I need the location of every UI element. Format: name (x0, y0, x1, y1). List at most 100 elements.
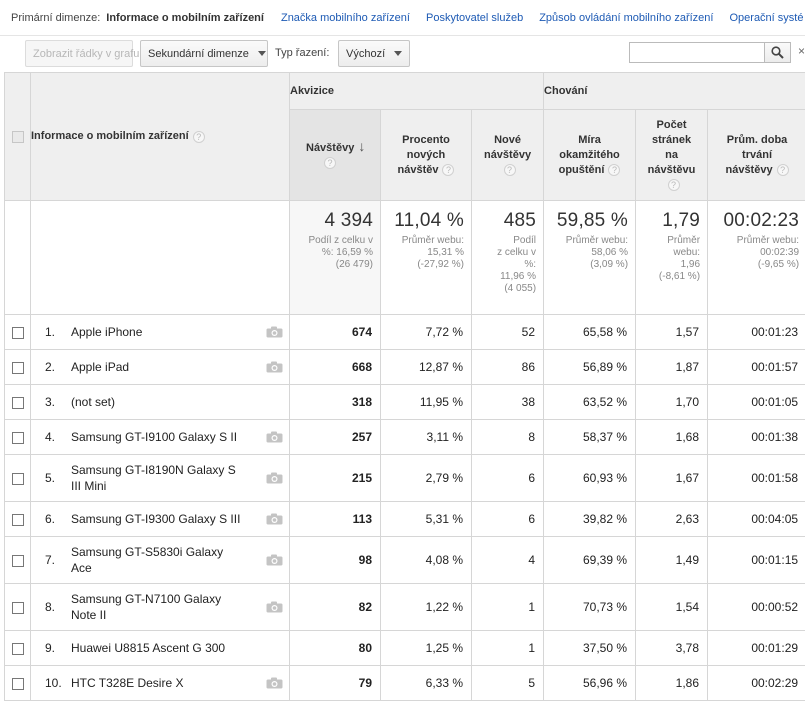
camera-icon[interactable] (266, 513, 283, 525)
plot-rows-button[interactable]: Zobrazit řádky v grafu (25, 40, 133, 67)
cell-pages-per-visit: 1,70 (636, 385, 708, 420)
sort-descending-icon: ↓ (358, 138, 365, 154)
row-number: 10. (45, 676, 71, 690)
camera-icon[interactable] (266, 554, 283, 566)
cell-new-visits: 8 (472, 420, 544, 455)
column-header-label: nových (407, 149, 446, 161)
column-header-avg-duration[interactable]: Prům. doba trvání návštěvy? (708, 110, 805, 201)
camera-icon[interactable] (266, 472, 283, 484)
help-icon[interactable]: ? (193, 131, 205, 143)
camera-icon[interactable] (266, 326, 283, 338)
row-checkbox[interactable] (12, 362, 24, 374)
device-name-link[interactable]: Samsung GT-I9300 Galaxy S III (71, 511, 240, 527)
cell-percent-new: 1,22 % (381, 584, 472, 631)
column-header-label: Nové (494, 134, 521, 146)
group-header-acquisition: Akvizice (290, 73, 544, 110)
column-header-pages-per-visit[interactable]: Počet stránek na návštěvu ? (636, 110, 708, 201)
cell-percent-new: 1,25 % (381, 631, 472, 666)
cell-visits: 668 (290, 350, 381, 385)
device-name-link[interactable]: (not set) (71, 394, 115, 410)
table-search-input[interactable] (629, 42, 764, 63)
total-percent-new: 11,04 %Průměr webu:15,31 %(-27,92 %) (381, 201, 472, 315)
table-row: 1. Apple iPhone 674 7,72 % 52 65,58 % 1,… (5, 315, 805, 350)
cell-pages-per-visit: 1,86 (636, 666, 708, 701)
cell-pages-per-visit: 2,63 (636, 502, 708, 537)
camera-icon[interactable] (266, 601, 283, 613)
cell-percent-new: 7,72 % (381, 315, 472, 350)
help-icon[interactable]: ? (608, 164, 620, 176)
cell-percent-new: 2,79 % (381, 455, 472, 502)
column-header-label: návštěvy (725, 164, 772, 176)
close-icon[interactable]: × (798, 44, 805, 58)
cell-pages-per-visit: 1,54 (636, 584, 708, 631)
table-row: 9. Huawei U8815 Ascent G 300 80 1,25 % 1… (5, 631, 805, 666)
cell-visits: 80 (290, 631, 381, 666)
device-name-link[interactable]: Samsung GT-I9100 Galaxy S II (71, 429, 237, 445)
row-number: 6. (45, 512, 71, 526)
row-checkbox[interactable] (12, 432, 24, 444)
row-select-cell (5, 350, 31, 385)
help-icon[interactable]: ? (777, 164, 789, 176)
dimension-header-label: Informace o mobilním zařízení (31, 130, 189, 142)
cell-new-visits: 6 (472, 455, 544, 502)
device-name-line: Samsung GT-I9300 Galaxy S III (71, 512, 240, 526)
cell-pages-per-visit: 1,49 (636, 537, 708, 584)
row-checkbox[interactable] (12, 327, 24, 339)
column-header-visits[interactable]: Návštěvy ↓ ? (290, 110, 381, 201)
device-name-line: Samsung GT-N7100 Galaxy (71, 592, 221, 606)
column-header-bounce-rate[interactable]: Míra okamžitého opuštění? (544, 110, 636, 201)
device-name-line: Samsung GT-I9100 Galaxy S II (71, 430, 237, 444)
column-header-label: Návštěvy (306, 142, 354, 154)
device-name-line: HTC T328E Desire X (71, 676, 183, 690)
device-name-link[interactable]: Huawei U8815 Ascent G 300 (71, 640, 225, 656)
device-cell: 10. HTC T328E Desire X (31, 666, 290, 701)
camera-icon[interactable] (266, 361, 283, 373)
dimension-link-input[interactable]: Způsob ovládání mobilního zařízení (539, 12, 713, 24)
sort-type-dropdown[interactable]: Výchozí (338, 40, 410, 67)
column-header-label: návštěvy (484, 149, 531, 161)
dimension-header[interactable]: Informace o mobilním zařízení? (31, 73, 290, 201)
device-name-line: (not set) (71, 395, 115, 409)
row-checkbox[interactable] (12, 473, 24, 485)
dimension-link-carrier[interactable]: Poskytovatel služeb (426, 12, 523, 24)
dimension-link-brand[interactable]: Značka mobilního zařízení (281, 12, 410, 24)
row-checkbox[interactable] (12, 602, 24, 614)
camera-icon[interactable] (266, 431, 283, 443)
device-name-line: Huawei U8815 Ascent G 300 (71, 641, 225, 655)
select-all-cell (5, 73, 31, 201)
help-icon[interactable]: ? (668, 179, 680, 191)
device-cell: 1. Apple iPhone (31, 315, 290, 350)
device-name-link[interactable]: Apple iPhone (71, 324, 142, 340)
column-header-label: návštěvu (648, 164, 696, 176)
device-name-line: Note II (71, 608, 106, 622)
column-header-percent-new[interactable]: Procento nových návštěv? (381, 110, 472, 201)
search-button[interactable] (764, 42, 791, 63)
row-checkbox[interactable] (12, 643, 24, 655)
column-header-new-visits[interactable]: Nové návštěvy ? (472, 110, 544, 201)
column-header-label: návštěv (398, 164, 439, 176)
help-icon[interactable]: ? (442, 164, 454, 176)
camera-icon[interactable] (266, 677, 283, 689)
device-name-link[interactable]: HTC T328E Desire X (71, 675, 183, 691)
row-checkbox[interactable] (12, 397, 24, 409)
row-select-cell (5, 502, 31, 537)
row-checkbox[interactable] (12, 555, 24, 567)
row-checkbox[interactable] (12, 678, 24, 690)
device-name-link[interactable]: Apple iPad (71, 359, 129, 375)
secondary-dimension-dropdown[interactable]: Sekundární dimenze (140, 40, 268, 67)
help-icon[interactable]: ? (504, 164, 516, 176)
row-checkbox[interactable] (12, 514, 24, 526)
dimension-link-os[interactable]: Operační systé (729, 12, 803, 24)
select-all-checkbox[interactable] (12, 131, 24, 143)
help-icon[interactable]: ? (324, 157, 336, 169)
row-select-cell (5, 385, 31, 420)
primary-dimension-active[interactable]: Informace o mobilním zařízení (106, 12, 264, 24)
device-name-link[interactable]: Samsung GT-N7100 Galaxy Note II (71, 591, 221, 623)
